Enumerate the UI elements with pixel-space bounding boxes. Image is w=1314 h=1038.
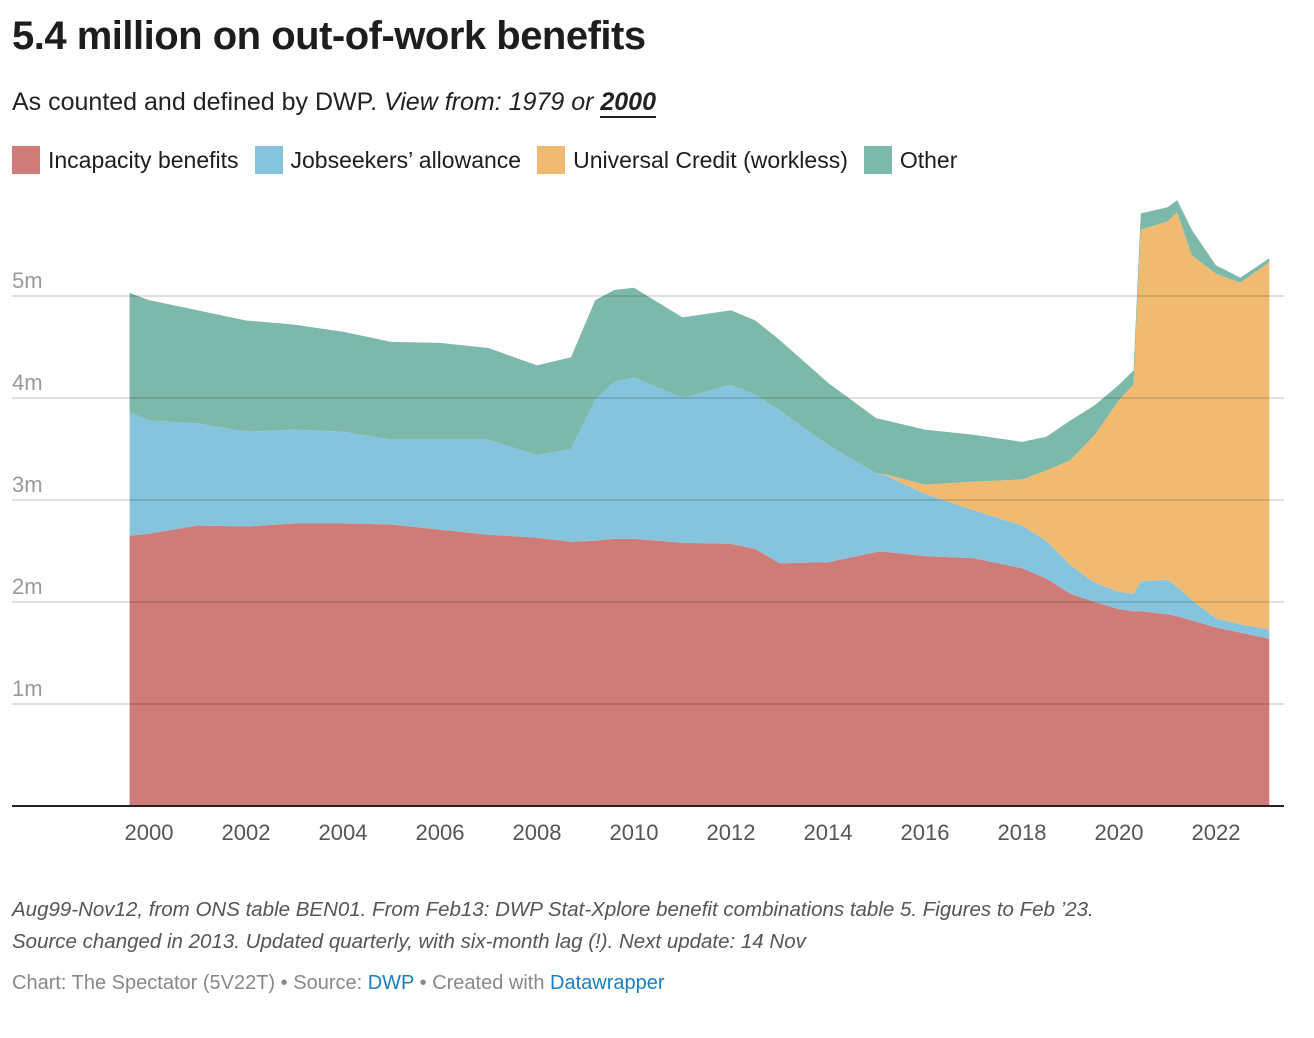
y-tick-label: 2m xyxy=(12,574,43,599)
source-label: Source: xyxy=(293,972,363,994)
area-incapacity-benefits xyxy=(129,523,1270,806)
legend-item: Other xyxy=(863,146,958,174)
y-tick-label: 5m xyxy=(12,268,43,293)
legend-label: Other xyxy=(899,146,958,173)
legend: Incapacity benefits Jobseekers’ allowance… xyxy=(12,146,957,174)
legend-swatch xyxy=(537,146,566,174)
legend-label: Jobseekers’ allowance xyxy=(290,146,522,173)
legend-item: Jobseekers’ allowance xyxy=(254,146,522,174)
chart-title: 5.4 million on out-of-work benefits xyxy=(12,14,646,58)
source-link[interactable]: DWP xyxy=(367,972,415,994)
chart-credit: Chart: The Spectator (5V22T) xyxy=(12,972,276,994)
separator: • xyxy=(419,972,427,994)
x-tick-label: 2000 xyxy=(125,820,174,845)
x-tick-label: 2004 xyxy=(319,820,368,845)
x-tick-label: 2008 xyxy=(513,820,562,845)
legend-swatch xyxy=(863,146,892,174)
subtitle-text: As counted and defined by DWP. xyxy=(12,88,378,116)
legend-item: Incapacity benefits xyxy=(12,146,239,174)
view-option-2000[interactable]: 2000 xyxy=(600,88,656,118)
footer: Chart: The Spectator (5V22T) • Source: D… xyxy=(12,972,665,995)
y-tick-label: 3m xyxy=(12,472,43,497)
x-tick-label: 2010 xyxy=(610,820,659,845)
x-tick-label: 2012 xyxy=(707,820,756,845)
view-from-label: View from: xyxy=(384,88,502,116)
note-line-2: Source changed in 2013. Updated quarterl… xyxy=(12,930,806,953)
y-tick-label: 1m xyxy=(12,676,43,701)
legend-label: Universal Credit (workless) xyxy=(573,146,848,173)
legend-label: Incapacity benefits xyxy=(48,146,239,173)
separator: • xyxy=(280,972,288,994)
legend-swatch xyxy=(254,146,283,174)
x-tick-label: 2022 xyxy=(1192,820,1241,845)
x-tick-label: 2018 xyxy=(998,820,1047,845)
x-tick-label: 2002 xyxy=(222,820,271,845)
note-line-1: Aug99-Nov12, from ONS table BEN01. From … xyxy=(12,898,1094,921)
area-other xyxy=(129,200,1270,485)
x-tick-label: 2020 xyxy=(1095,820,1144,845)
legend-item: Universal Credit (workless) xyxy=(537,146,848,174)
chart-subtitle: As counted and defined by DWP. View from… xyxy=(12,88,656,118)
x-tick-label: 2016 xyxy=(901,820,950,845)
chart-area: 1m 2m 3m 4m 5m 2000 2002 2004 2006 2008 2010 2012 20… xyxy=(12,200,1284,845)
or-label: or xyxy=(571,88,594,116)
legend-swatch xyxy=(12,146,40,174)
datawrapper-link[interactable]: Datawrapper xyxy=(550,972,665,994)
area-jobseekers-allowance xyxy=(129,377,1270,639)
x-tick-label: 2014 xyxy=(804,820,853,845)
area-universal-credit-workless- xyxy=(129,212,1270,630)
created-label: Created with xyxy=(432,972,545,994)
x-tick-label: 2006 xyxy=(416,820,465,845)
view-option-1979[interactable]: 1979 xyxy=(508,88,565,116)
y-tick-label: 4m xyxy=(12,370,43,395)
